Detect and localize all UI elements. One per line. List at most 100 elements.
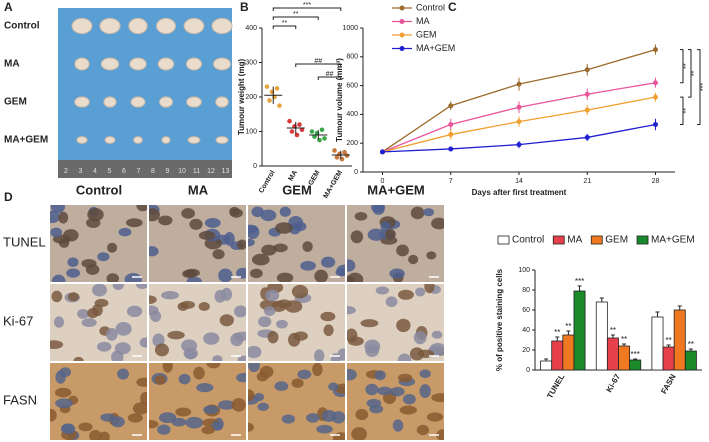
x-tick-label: 0 <box>381 178 385 185</box>
point <box>342 149 347 155</box>
significance-label: ** <box>683 108 690 114</box>
ruler-number: 5 <box>108 168 112 175</box>
nucleus <box>397 289 414 300</box>
row-label: MA+GEM <box>4 135 48 146</box>
legend-label: GEM <box>416 29 437 39</box>
significance-label: ** <box>665 336 671 345</box>
tumour <box>156 17 176 35</box>
nucleus <box>51 290 63 303</box>
nucleus <box>390 386 405 397</box>
nucleus <box>50 210 61 223</box>
ruler-number: 4 <box>93 168 97 175</box>
legend-marker <box>399 32 405 38</box>
point <box>297 122 302 127</box>
nucleus <box>350 230 364 244</box>
tumour <box>130 96 146 108</box>
panel-label: A <box>4 0 13 14</box>
nucleus <box>249 268 263 279</box>
tumour <box>100 57 120 71</box>
legend-swatch <box>636 235 649 245</box>
nucleus <box>66 268 81 278</box>
y-axis-label: Tumour weight (mg) <box>237 59 246 136</box>
nucleus <box>140 392 147 406</box>
nucleus <box>218 400 236 410</box>
legend-label: GEM <box>605 235 628 246</box>
nucleus <box>265 289 280 302</box>
nucleus <box>175 407 192 417</box>
point <box>516 81 522 87</box>
nucleus <box>273 243 288 253</box>
nucleus <box>154 343 169 357</box>
significance-label: *** <box>575 277 584 286</box>
row-label: GEM <box>4 97 27 108</box>
nucleus <box>139 337 147 348</box>
point <box>653 121 658 127</box>
nucleus <box>389 268 405 279</box>
bar <box>618 345 631 371</box>
nucleus <box>50 408 57 422</box>
nucleus <box>276 299 292 309</box>
nucleus <box>254 392 265 402</box>
nucleus <box>167 330 185 340</box>
nucleus <box>365 383 379 396</box>
nucleus <box>115 321 132 336</box>
significance-label: ## <box>326 71 334 78</box>
tumour <box>71 17 93 35</box>
tumour <box>103 96 117 108</box>
nucleus <box>97 252 110 262</box>
point <box>287 118 292 124</box>
nucleus <box>332 432 345 440</box>
nucleus <box>106 328 118 341</box>
point <box>448 132 454 138</box>
nucleus <box>251 253 270 266</box>
tumour <box>129 57 147 71</box>
nucleus <box>92 284 107 297</box>
point <box>274 86 280 91</box>
nucleus <box>231 398 246 412</box>
ruler-number: 7 <box>137 168 141 175</box>
nucleus <box>347 336 364 346</box>
tumour <box>74 96 90 108</box>
tumour-photo <box>58 8 232 178</box>
bar <box>662 346 675 371</box>
legend-label: Control <box>416 2 445 12</box>
tumour <box>215 96 229 108</box>
tumour <box>159 96 173 108</box>
nucleus <box>267 330 279 344</box>
nucleus <box>89 429 102 440</box>
nucleus <box>321 409 337 422</box>
y-tick-label: 800 <box>346 54 358 61</box>
nucleus <box>236 372 246 383</box>
nucleus <box>423 208 435 217</box>
significance-bracket <box>680 49 684 84</box>
significance-label: *** <box>700 83 707 91</box>
x-axis-label: Days after first treatment <box>472 188 567 197</box>
point <box>332 148 337 153</box>
significance-bracket <box>272 7 342 11</box>
point <box>516 119 522 125</box>
nucleus <box>377 386 393 396</box>
ruler-number: 8 <box>151 168 155 175</box>
bar <box>551 340 564 371</box>
bar <box>573 290 586 371</box>
nucleus <box>67 292 80 302</box>
nucleus <box>171 417 187 427</box>
significance-label: ## <box>314 58 322 65</box>
bar <box>684 350 697 371</box>
nucleus <box>63 229 79 242</box>
ruler-number: 10 <box>178 168 186 175</box>
significance-label: *** <box>631 350 640 359</box>
significance-label: ** <box>683 63 690 69</box>
nucleus <box>181 339 198 353</box>
nucleus <box>55 370 66 384</box>
nucleus <box>126 218 143 228</box>
x-tick-label: 21 <box>583 178 591 185</box>
stain-image <box>50 284 147 361</box>
nucleus <box>184 350 197 360</box>
nucleus <box>259 365 274 378</box>
point <box>448 121 454 127</box>
nucleus <box>397 373 413 383</box>
nucleus <box>351 427 367 440</box>
nucleus <box>229 208 243 218</box>
nucleus <box>302 241 313 252</box>
